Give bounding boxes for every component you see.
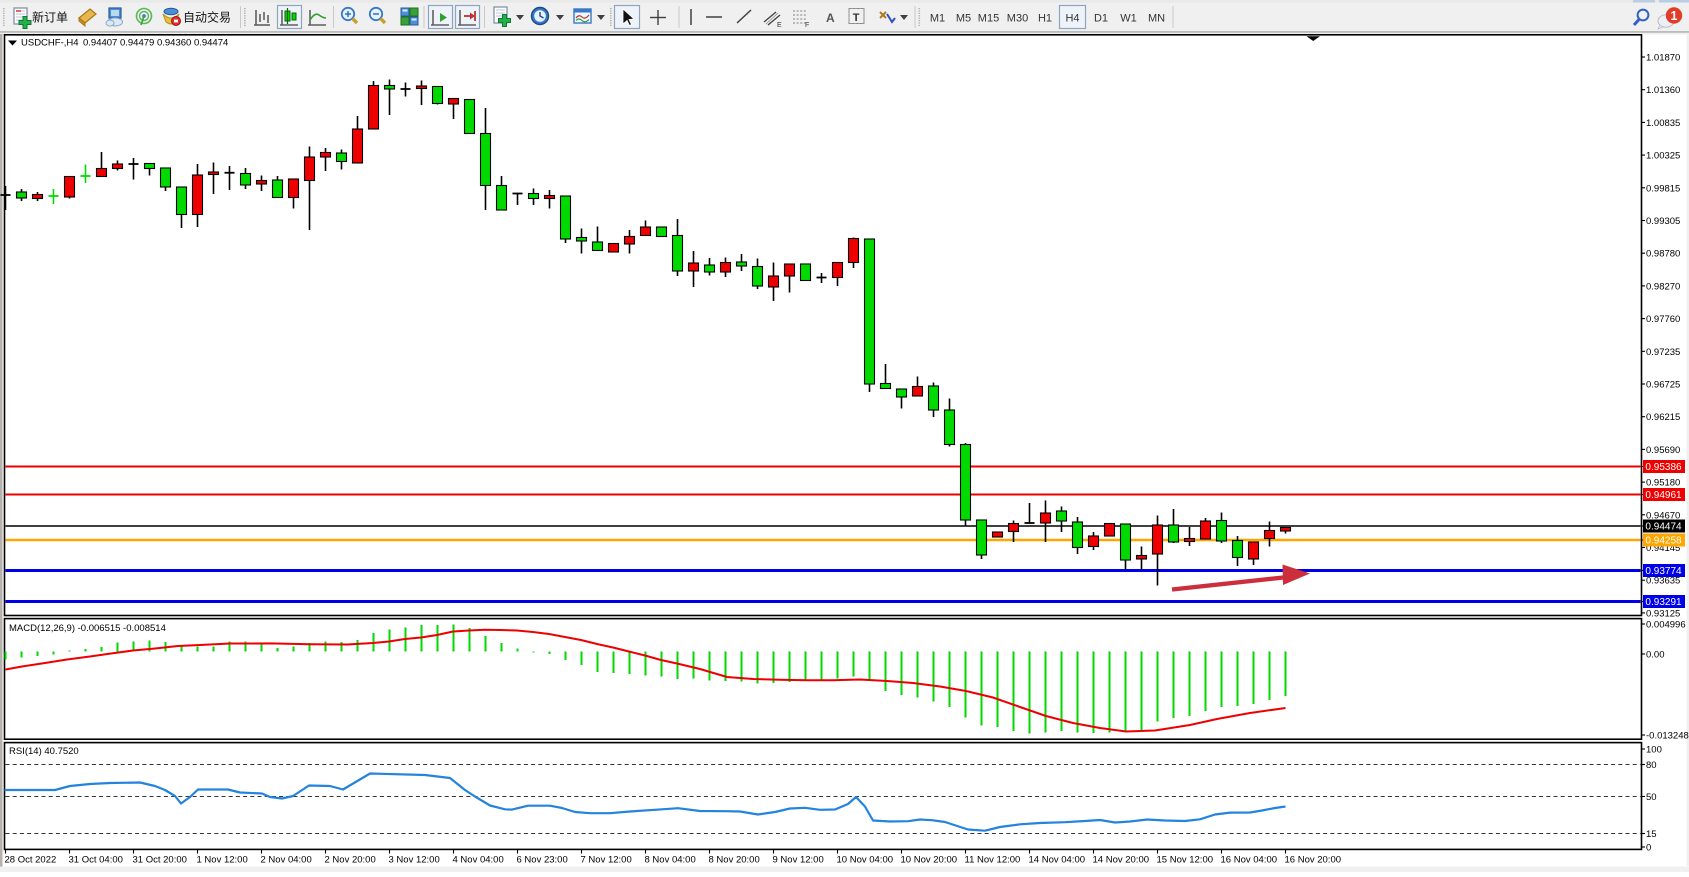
svg-text:0.004996: 0.004996 — [1646, 620, 1686, 631]
svg-text:RSI(14) 40.7520: RSI(14) 40.7520 — [9, 746, 79, 757]
svg-text:1.00325: 1.00325 — [1646, 151, 1680, 162]
svg-text:0.97235: 0.97235 — [1646, 347, 1680, 358]
svg-text:0.95386: 0.95386 — [1645, 462, 1682, 473]
svg-text:1 Nov 12:00: 1 Nov 12:00 — [197, 854, 248, 865]
svg-text:0.93635: 0.93635 — [1646, 576, 1680, 587]
svg-text:11 Nov 12:00: 11 Nov 12:00 — [965, 854, 1021, 865]
svg-text:1: 1 — [1671, 9, 1678, 23]
svg-text:D1: D1 — [1094, 13, 1108, 25]
svg-text:0.94258: 0.94258 — [1645, 536, 1682, 547]
svg-text:2 Nov 20:00: 2 Nov 20:00 — [325, 854, 376, 865]
svg-text:9 Nov 12:00: 9 Nov 12:00 — [773, 854, 824, 865]
svg-text:M1: M1 — [930, 13, 945, 25]
svg-text:0.93774: 0.93774 — [1645, 566, 1682, 577]
svg-text:-0.013248: -0.013248 — [1646, 731, 1689, 742]
svg-text:3 Nov 12:00: 3 Nov 12:00 — [389, 854, 440, 865]
svg-text:F: F — [805, 22, 809, 29]
svg-text:8 Nov 04:00: 8 Nov 04:00 — [645, 854, 696, 865]
svg-text:0.93125: 0.93125 — [1646, 608, 1680, 619]
svg-text:2 Nov 04:00: 2 Nov 04:00 — [261, 854, 312, 865]
svg-text:0.98270: 0.98270 — [1646, 281, 1680, 292]
svg-text:7 Nov 12:00: 7 Nov 12:00 — [581, 854, 632, 865]
svg-text:50: 50 — [1646, 792, 1657, 803]
svg-text:6 Nov 23:00: 6 Nov 23:00 — [517, 854, 568, 865]
svg-text:H4: H4 — [1065, 13, 1079, 25]
svg-text:28 Oct 2022: 28 Oct 2022 — [5, 854, 57, 865]
svg-text:0.96215: 0.96215 — [1646, 412, 1680, 423]
svg-text:E: E — [777, 22, 782, 29]
svg-text:H1: H1 — [1038, 13, 1052, 25]
svg-text:0.96725: 0.96725 — [1646, 380, 1680, 391]
svg-text:14 Nov 20:00: 14 Nov 20:00 — [1093, 854, 1150, 865]
svg-text:0.99305: 0.99305 — [1646, 216, 1680, 227]
svg-text:W1: W1 — [1120, 13, 1137, 25]
svg-text:0.93291: 0.93291 — [1645, 597, 1682, 608]
svg-text:M30: M30 — [1007, 13, 1028, 25]
svg-text:自动交易: 自动交易 — [183, 10, 231, 25]
svg-text:MACD(12,26,9) -0.006515 -0.008: MACD(12,26,9) -0.006515 -0.008514 — [9, 623, 166, 634]
svg-text:1.01360: 1.01360 — [1646, 85, 1680, 96]
svg-text:15: 15 — [1646, 829, 1657, 840]
svg-text:1.00835: 1.00835 — [1646, 118, 1680, 129]
svg-text:M15: M15 — [978, 13, 999, 25]
svg-text:31 Oct 04:00: 31 Oct 04:00 — [69, 854, 123, 865]
svg-text:0.94474: 0.94474 — [1645, 522, 1682, 533]
svg-text:USDCHF-,H4: USDCHF-,H4 — [21, 38, 79, 49]
svg-text:0.94407 0.94479 0.94360 0.9447: 0.94407 0.94479 0.94360 0.94474 — [83, 38, 228, 49]
svg-text:0.95180: 0.95180 — [1646, 478, 1680, 489]
svg-text:31 Oct 20:00: 31 Oct 20:00 — [133, 854, 187, 865]
svg-text:0.99815: 0.99815 — [1646, 183, 1680, 194]
svg-text:M5: M5 — [956, 13, 971, 25]
svg-text:80: 80 — [1646, 760, 1657, 771]
svg-text:8 Nov 20:00: 8 Nov 20:00 — [709, 854, 760, 865]
svg-text:10 Nov 20:00: 10 Nov 20:00 — [901, 854, 958, 865]
svg-text:A: A — [826, 11, 835, 25]
svg-text:0.97760: 0.97760 — [1646, 314, 1680, 325]
svg-text:0.94961: 0.94961 — [1645, 490, 1682, 501]
svg-text:16 Nov 04:00: 16 Nov 04:00 — [1221, 854, 1278, 865]
svg-text:15 Nov 12:00: 15 Nov 12:00 — [1157, 854, 1214, 865]
svg-text:1.01870: 1.01870 — [1646, 53, 1680, 64]
svg-text:0.95690: 0.95690 — [1646, 445, 1680, 456]
svg-text:T: T — [853, 12, 860, 24]
svg-text:100: 100 — [1646, 745, 1662, 756]
svg-text:0.00: 0.00 — [1646, 650, 1665, 661]
svg-text:4 Nov 04:00: 4 Nov 04:00 — [453, 854, 504, 865]
svg-text:MN: MN — [1148, 13, 1165, 25]
svg-text:16 Nov 20:00: 16 Nov 20:00 — [1285, 854, 1342, 865]
svg-text:0.98780: 0.98780 — [1646, 249, 1680, 260]
svg-text:10 Nov 04:00: 10 Nov 04:00 — [837, 854, 894, 865]
svg-text:14 Nov 04:00: 14 Nov 04:00 — [1029, 854, 1086, 865]
svg-text:0: 0 — [1646, 843, 1651, 854]
svg-text:新订单: 新订单 — [32, 10, 68, 25]
